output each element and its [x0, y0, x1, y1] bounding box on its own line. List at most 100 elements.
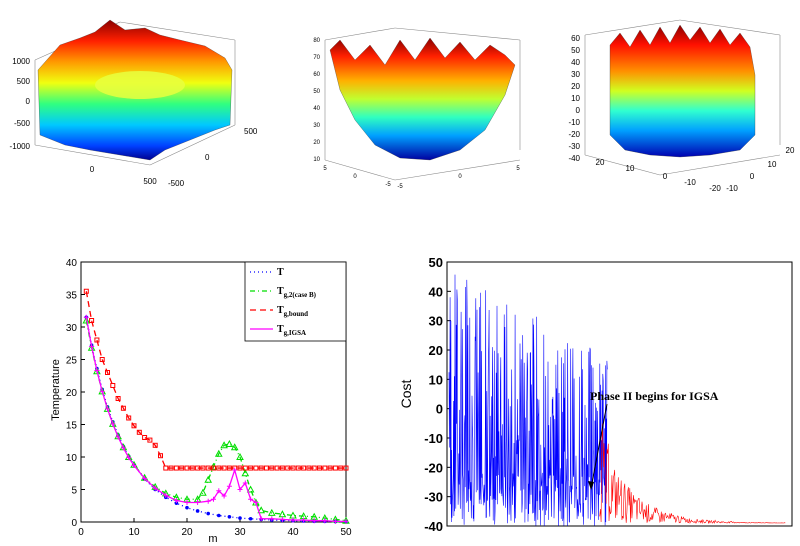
x-tick-label: 30 — [234, 527, 246, 538]
surface-3-xtick: -10 — [684, 178, 696, 187]
surface-1-xtick: 500 — [143, 177, 157, 186]
series-tg-igsa-point — [163, 492, 169, 498]
surface-3-xtick: 0 — [663, 172, 668, 181]
series-tg-bound-point — [269, 465, 275, 471]
surface-3-ztick: 60 — [571, 34, 580, 43]
surface-3-xtick: -20 — [709, 184, 721, 193]
series-tg2-caseb-point — [220, 441, 228, 449]
series-tg-igsa-point — [195, 500, 201, 505]
surface-2-ztick: 40 — [313, 106, 320, 112]
series-tg-bound-point — [327, 465, 333, 471]
series-tg-bound-point — [226, 465, 232, 471]
y-tick-label: 30 — [66, 323, 78, 334]
series-tg-bound-point — [332, 465, 338, 471]
series-tg-igsa-point — [184, 500, 190, 505]
series-tg-bound-point — [142, 435, 148, 440]
series-tg-bound-point — [105, 370, 110, 375]
y-tick-label: 5 — [71, 486, 77, 497]
y-tick-label: 25 — [66, 356, 78, 367]
y-tick-label: -20 — [424, 460, 443, 475]
y-tick-label: -10 — [424, 431, 443, 446]
series-tg-bound-line — [85, 291, 346, 469]
temperature-chart: 0 10 20 30 40 50 0 5 10 15 20 25 30 35 40 m Temperatur… — [50, 258, 352, 545]
surface-3-ztick: -30 — [568, 142, 580, 151]
surface-2-xtick: -5 — [385, 182, 391, 188]
series-tg2-caseb-point — [241, 469, 250, 477]
y-tick-label: 50 — [429, 255, 443, 270]
series-tg-bound-point — [147, 437, 153, 443]
legend-label: T — [277, 267, 284, 278]
series-tg-bound-point — [126, 415, 132, 421]
surface-1-zticks: 1000 500 0 -500 -1000 — [10, 57, 31, 151]
surface-3-ytick: 10 — [768, 160, 777, 169]
series-tg-igsa-point — [301, 517, 307, 523]
y-tick-label: -30 — [424, 490, 443, 505]
surface-3-xtick: 20 — [596, 158, 605, 167]
cost-series — [448, 274, 786, 526]
series-tg-igsa-point — [242, 480, 248, 486]
series-tg2-caseb-point — [82, 316, 91, 324]
series-tg-igsa-point — [131, 462, 137, 468]
series-tg-bound-point — [253, 465, 259, 471]
surface-2-ztick: 50 — [313, 89, 320, 95]
series-tg-bound-point — [152, 442, 158, 448]
series-tg-igsa-point — [253, 500, 259, 505]
series-tg-igsa-point — [226, 483, 232, 489]
series-tg-igsa-point — [110, 421, 116, 427]
y-tick-label: 30 — [429, 314, 443, 329]
surface-3-ztick: -40 — [568, 154, 580, 163]
series-tg-igsa-point — [83, 314, 89, 320]
series-t-point — [217, 513, 221, 518]
series-t-point — [238, 516, 242, 520]
surface-1-xtick: 0 — [90, 165, 95, 174]
series-tg-bound-point — [163, 465, 169, 471]
series-tg-bound-point — [205, 465, 211, 471]
surface-2-ztick: 20 — [313, 140, 320, 146]
series-tg-bound-point — [248, 465, 254, 471]
y-tick-label: -40 — [424, 519, 443, 534]
series-tg2-caseb-point — [87, 343, 96, 351]
series-tg-bound-point — [83, 288, 89, 294]
surface-3-mesh — [609, 24, 756, 158]
surface-plot-2: 80 70 60 50 40 30 20 10 5 0 -5 5 0 -5 — [313, 27, 520, 190]
cost-annotation: Phase II begins for IGSA — [590, 389, 719, 403]
surface-3-ztick: -10 — [568, 118, 580, 127]
series-tg-bound-point — [290, 465, 296, 471]
series-tg-bound-point — [301, 465, 307, 471]
series-tg2-caseb-point — [204, 475, 213, 483]
series-tg-igsa-point — [279, 516, 285, 522]
series-tg-bound-point — [279, 465, 285, 471]
series-tg-igsa-point — [311, 518, 317, 524]
surface-1-ytick: 0 — [205, 153, 210, 162]
cost-ylabel: Cost — [398, 380, 414, 409]
series-tg-igsa-point — [221, 493, 227, 499]
x-tick-label: 0 — [78, 527, 84, 538]
series-tg-igsa-point — [105, 406, 110, 412]
series-t-point — [248, 516, 253, 521]
series-tg-bound-point — [189, 465, 195, 471]
y-tick-label: 10 — [429, 372, 443, 387]
series-tg-igsa-point — [248, 496, 254, 502]
surface-2-ztick: 10 — [313, 157, 320, 163]
series-tg-bound-point — [195, 465, 201, 471]
cost-ticks: -40 -30 -20 -10 0 10 20 30 40 50 — [424, 255, 451, 534]
series-tg-bound-point — [131, 423, 137, 429]
series-tg-igsa-point — [94, 368, 100, 374]
series-t-point — [174, 501, 179, 505]
series-t-point — [206, 511, 210, 516]
series-tg-igsa-point — [142, 475, 148, 481]
series-tg-bound-point — [237, 465, 243, 471]
cost-annotation-arrowhead — [588, 481, 594, 490]
series-tg-bound-point — [306, 465, 312, 471]
temperature-xlabel: m — [208, 533, 217, 545]
series-tg-igsa-point — [237, 487, 243, 492]
series-tg-igsa-point — [269, 516, 275, 522]
temperature-series — [82, 288, 350, 524]
y-tick-label: 20 — [66, 388, 78, 399]
series-tg2-caseb-point — [214, 449, 223, 457]
series-tg-igsa-point — [216, 488, 222, 494]
series-tg-igsa-point — [322, 518, 328, 524]
series-tg-igsa-point — [99, 388, 105, 394]
cost-series-blue — [448, 274, 608, 526]
series-tg-bound-point — [221, 465, 227, 471]
